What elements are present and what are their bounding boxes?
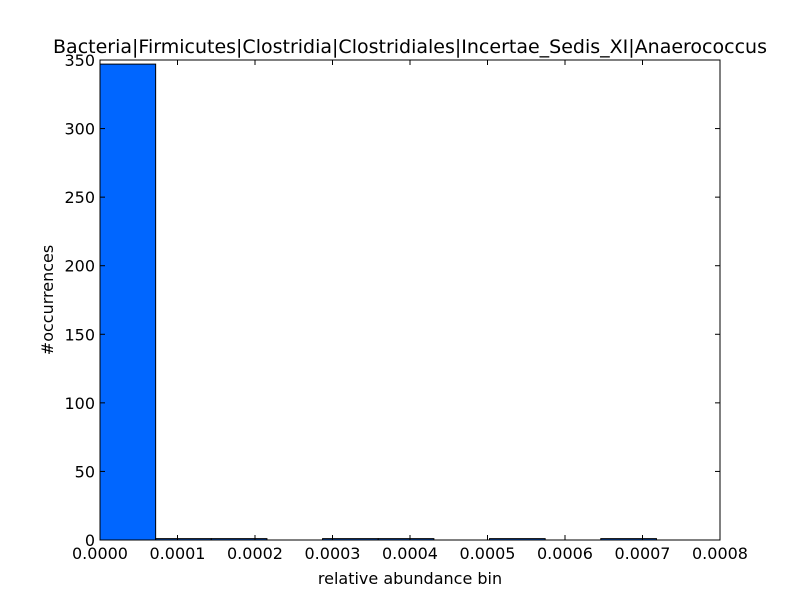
y-tick-label-5: 250 bbox=[64, 188, 95, 207]
x-tick-label-4: 0.0004 bbox=[382, 544, 438, 563]
x-tick-label-6: 0.0006 bbox=[537, 544, 593, 563]
y-tick-label-1: 50 bbox=[75, 462, 95, 481]
x-tick-label-3: 0.0003 bbox=[305, 544, 361, 563]
x-tick-labels: 0.0000 0.0001 0.0002 0.0003 0.0004 0.0005 0.00… bbox=[72, 544, 748, 563]
axis-ticks bbox=[99, 59, 721, 541]
y-axis-label: #occurrences bbox=[38, 245, 57, 355]
y-tick-label-3: 150 bbox=[64, 325, 95, 344]
chart-title: Bacteria|Firmicutes|Clostridia|Clostridi… bbox=[53, 36, 767, 58]
y-tick-label-7: 350 bbox=[64, 51, 95, 70]
y-tick-label-6: 300 bbox=[64, 120, 95, 139]
y-tick-label-0: 0 bbox=[85, 531, 95, 550]
y-tick-label-4: 200 bbox=[64, 257, 95, 276]
x-tick-label-1: 0.0001 bbox=[150, 544, 206, 563]
x-tick-label-8: 0.0008 bbox=[692, 544, 748, 563]
x-tick-label-7: 0.0007 bbox=[615, 544, 671, 563]
x-tick-label-2: 0.0002 bbox=[227, 544, 283, 563]
x-axis-label: relative abundance bin bbox=[318, 569, 502, 588]
plot-frame bbox=[99, 59, 721, 541]
y-tick-label-2: 100 bbox=[64, 394, 95, 413]
x-tick-label-0: 0.0000 bbox=[72, 544, 128, 563]
histogram-bars bbox=[99, 63, 657, 541]
y-tick-labels: 0 50 100 150 200 250 300 350 bbox=[64, 51, 95, 550]
histogram-bar-0 bbox=[99, 63, 157, 541]
x-tick-label-5: 0.0005 bbox=[460, 544, 516, 563]
